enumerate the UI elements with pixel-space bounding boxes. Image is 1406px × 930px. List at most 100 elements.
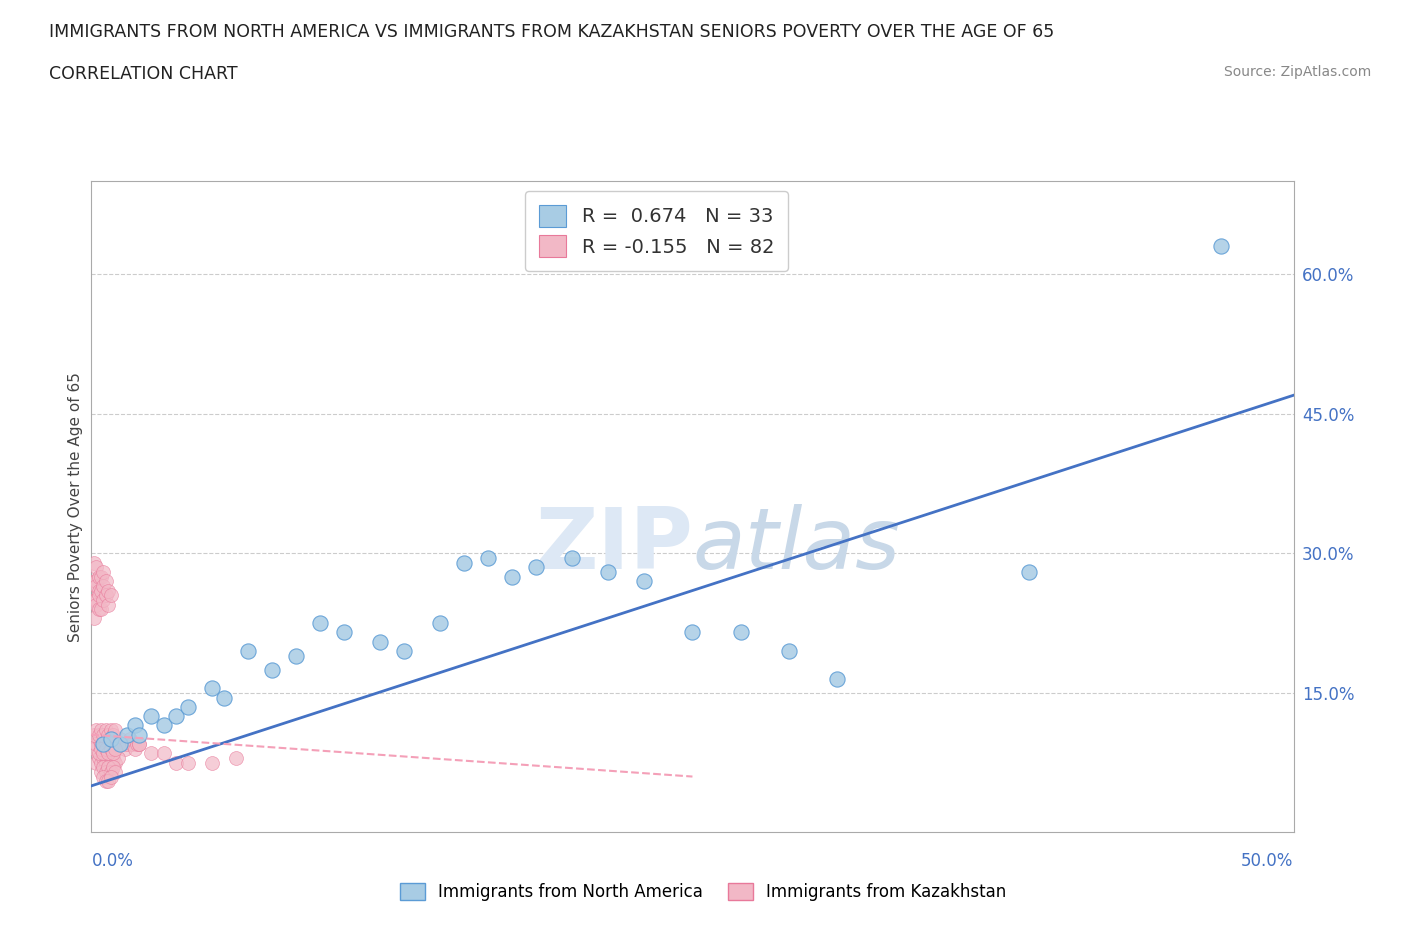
Point: [111, 737, 134, 751]
Point: [1018, 565, 1040, 579]
Point: [598, 565, 620, 579]
Point: [825, 671, 848, 686]
Point: [101, 760, 124, 775]
Point: [225, 751, 247, 765]
Point: [97, 597, 120, 612]
Point: [97, 727, 120, 742]
Point: [83, 727, 105, 742]
Point: [107, 751, 129, 765]
Point: [501, 569, 523, 584]
Point: [93, 760, 115, 775]
Point: [284, 648, 307, 663]
Point: [84, 597, 107, 612]
Point: [87, 569, 110, 584]
Point: [87, 583, 110, 598]
Point: [87, 727, 110, 742]
Text: IMMIGRANTS FROM NORTH AMERICA VS IMMIGRANTS FROM KAZAKHSTAN SENIORS POVERTY OVER: IMMIGRANTS FROM NORTH AMERICA VS IMMIGRA…: [49, 23, 1054, 41]
Point: [94, 764, 117, 779]
Point: [100, 588, 122, 603]
Point: [87, 751, 110, 765]
Point: [104, 755, 127, 770]
Point: [84, 560, 107, 575]
Point: [90, 737, 112, 751]
Point: [100, 755, 122, 770]
Point: [114, 741, 136, 756]
Point: [93, 769, 115, 784]
Text: Source: ZipAtlas.com: Source: ZipAtlas.com: [1223, 65, 1371, 79]
Point: [117, 737, 139, 751]
Text: 0.0%: 0.0%: [91, 852, 134, 870]
Point: [118, 732, 141, 747]
Point: [90, 583, 112, 598]
Point: [104, 741, 127, 756]
Point: [97, 746, 120, 761]
Point: [524, 560, 547, 575]
Point: [87, 602, 110, 617]
Point: [128, 727, 150, 742]
Point: [201, 755, 224, 770]
Point: [94, 741, 117, 756]
Point: [152, 718, 174, 733]
Point: [94, 588, 117, 603]
Point: [100, 732, 122, 747]
Point: [83, 555, 105, 570]
Point: [681, 625, 703, 640]
Point: [97, 774, 120, 789]
Point: [1211, 239, 1233, 254]
Point: [124, 718, 146, 733]
Point: [90, 741, 112, 756]
Point: [101, 751, 124, 765]
Point: [429, 616, 451, 631]
Point: [201, 681, 224, 696]
Point: [97, 760, 120, 775]
Point: [84, 723, 107, 737]
Point: [176, 755, 198, 770]
Point: [93, 727, 115, 742]
Point: [94, 737, 117, 751]
Point: [97, 751, 120, 765]
Point: [87, 588, 110, 603]
Point: [141, 709, 163, 724]
Point: [561, 551, 583, 565]
Point: [93, 737, 115, 751]
Point: [176, 699, 198, 714]
Point: [93, 565, 115, 579]
Point: [90, 764, 112, 779]
Point: [93, 746, 115, 761]
Point: [101, 741, 124, 756]
Point: [94, 574, 117, 589]
Point: [93, 751, 115, 765]
Point: [260, 662, 283, 677]
Point: [100, 741, 122, 756]
Point: [84, 755, 107, 770]
Point: [453, 555, 475, 570]
Point: [97, 583, 120, 598]
Point: [94, 774, 117, 789]
Legend: R =  0.674   N = 33, R = -0.155   N = 82: R = 0.674 N = 33, R = -0.155 N = 82: [526, 191, 787, 271]
Point: [212, 690, 235, 705]
Point: [83, 574, 105, 589]
Point: [128, 737, 150, 751]
Point: [84, 574, 107, 589]
Point: [84, 737, 107, 751]
Point: [778, 644, 800, 658]
Legend: Immigrants from North America, Immigrants from Kazakhstan: Immigrants from North America, Immigrant…: [392, 876, 1014, 908]
Point: [152, 746, 174, 761]
Point: [93, 592, 115, 607]
Point: [84, 578, 107, 593]
Point: [100, 764, 122, 779]
Text: atlas: atlas: [692, 504, 900, 588]
Point: [141, 746, 163, 761]
Point: [101, 746, 124, 761]
Text: CORRELATION CHART: CORRELATION CHART: [49, 65, 238, 83]
Point: [104, 737, 127, 751]
Point: [333, 625, 356, 640]
Point: [125, 737, 148, 751]
Point: [477, 551, 499, 565]
Point: [308, 616, 330, 631]
Point: [90, 723, 112, 737]
Point: [94, 755, 117, 770]
Point: [104, 723, 127, 737]
Point: [633, 574, 655, 589]
Y-axis label: Seniors Poverty Over the Age of 65: Seniors Poverty Over the Age of 65: [67, 372, 83, 642]
